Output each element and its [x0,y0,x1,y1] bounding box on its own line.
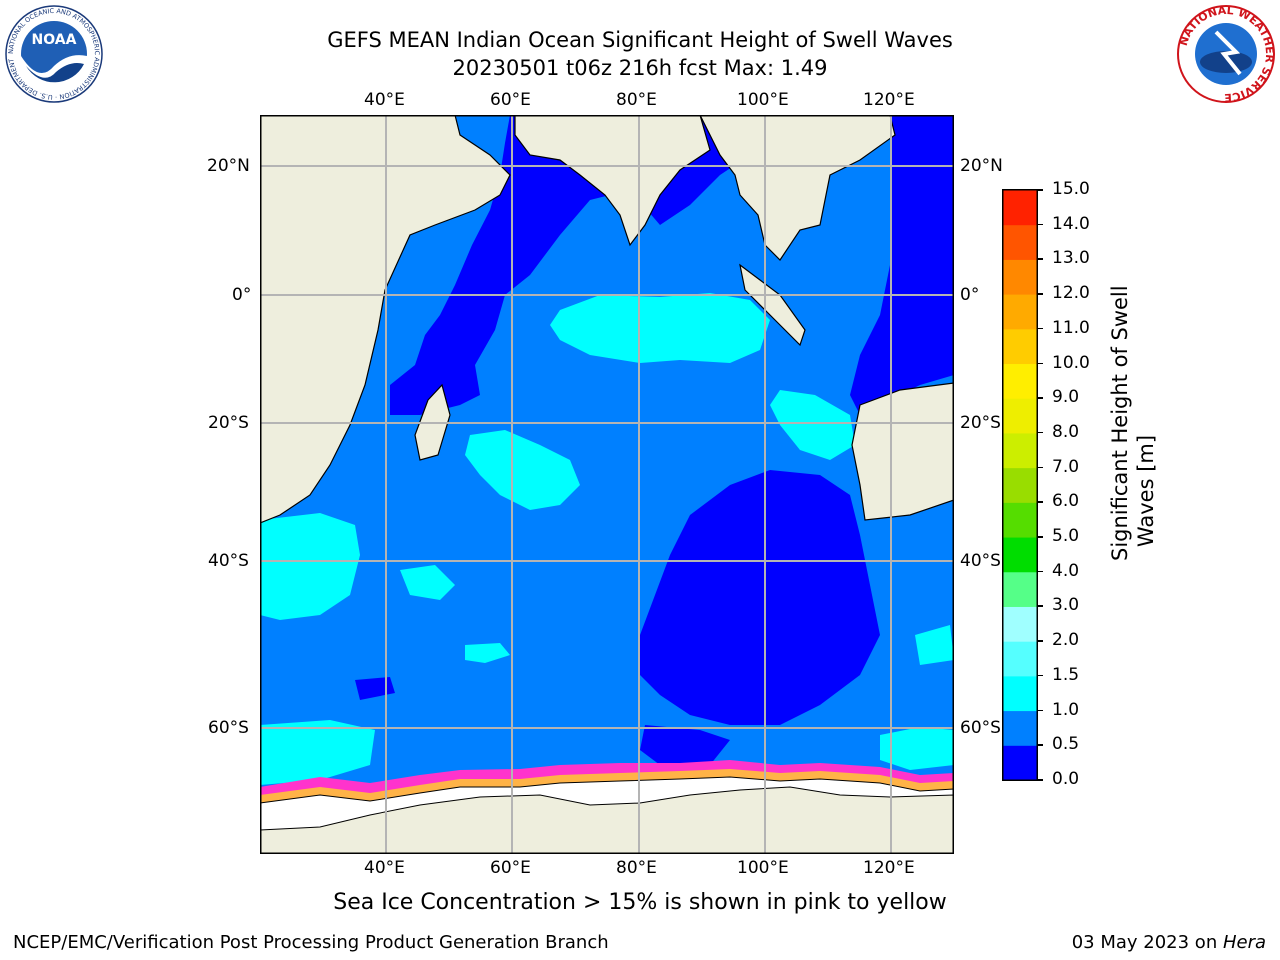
colorbar-title: Significant Height of Swell Waves [m] [1107,285,1159,561]
lat-label-right-0: 0° [960,285,980,305]
colorbar-tick-label: 10.0 [1052,352,1090,373]
colorbar-tick [1037,674,1043,677]
colorbar-tick [1037,709,1043,712]
lon-label-top-80e: 80°E [616,90,657,110]
colorbar-tick [1037,293,1043,295]
footer-date-text: 03 May 2023 on [1071,932,1223,953]
colorbar-tick-label: 1.0 [1052,699,1080,720]
colorbar-segment [1003,259,1037,295]
colorbar-segment [1003,571,1037,607]
colorbar-title-line2: Waves [m] [1134,434,1158,548]
colorbar-tick [1037,640,1043,642]
lon-label-top-60e: 60°E [490,90,531,110]
colorbar-tick-label: 9.0 [1052,387,1080,408]
colorbar-tick-label: 12.0 [1052,283,1090,304]
colorbar-segment [1003,328,1037,365]
lon-label-bottom-120e: 120°E [863,858,915,878]
colorbar-segment [1003,398,1037,434]
colorbar-tick-label: 0.0 [1052,769,1080,789]
colorbar-tick [1037,397,1043,399]
lat-label-right-60s: 60°S [960,718,1001,738]
colorbar-tick [1037,327,1043,330]
map-grid [260,115,954,854]
colorbar-segment [1003,467,1037,503]
colorbar-tick-label: 15.0 [1052,179,1090,199]
colorbar-segment [1003,190,1037,226]
colorbar-segment [1003,294,1037,330]
footer-credit: NCEP/EMC/Verification Post Processing Pr… [13,932,609,953]
lon-label-bottom-40e: 40°E [364,858,405,878]
colorbar-tick [1037,570,1043,573]
colorbar-tick-label: 1.5 [1052,664,1080,685]
antarctica-land [260,786,954,854]
lat-label-left-20n: 20°N [207,156,250,176]
lon-label-top-100e: 100°E [737,90,789,110]
chart-title: GEFS MEAN Indian Ocean Significant Heigh… [327,28,953,52]
nws-logo: NATIONAL WEATHER SERVICE [1177,4,1276,104]
noaa-logo: NATIONAL OCEANIC AND ATMOSPHERIC ADMINIS… [4,4,103,103]
colorbar-segment [1003,537,1037,573]
lon-label-bottom-100e: 100°E [737,858,789,878]
colorbar-tick [1037,362,1043,365]
colorbar-frame [1002,189,1038,781]
colorbar-tick [1037,431,1043,434]
chart-subtitle: 20230501 t06z 216h fcst Max: 1.49 [452,56,828,80]
colorbar-tick-label: 3.0 [1052,595,1080,616]
svg-text:NOAA: NOAA [32,32,77,48]
colorbar-segment [1003,710,1037,746]
colorbar-segment [1003,363,1037,399]
lat-label-left-20s: 20°S [208,413,249,433]
colorbar-tick-label: 14.0 [1052,213,1090,234]
colorbar-segment [1003,675,1037,712]
colorbar-tick-label: 13.0 [1052,248,1090,269]
colorbar-tick-label: 0.5 [1052,734,1080,755]
colorbar-title-line1: Significant Height of Swell [1108,285,1132,561]
lat-label-left-60s: 60°S [208,718,249,738]
footer-date: 03 May 2023 on Hera [1072,932,1266,953]
lon-label-bottom-60e: 60°E [490,858,531,878]
colorbar-tick [1037,779,1043,781]
colorbar-tick [1037,223,1043,226]
lon-label-top-120e: 120°E [863,90,915,110]
swell-band-1.0-1.5 [260,293,954,785]
land-masses [260,115,954,524]
colorbar-segment [1003,432,1037,469]
colorbar-tick-label: 6.0 [1052,491,1080,512]
colorbar-tick [1037,501,1043,503]
lon-label-top-40e: 40°E [364,90,405,110]
colorbar [1002,189,1038,781]
lat-label-right-20s: 20°S [960,413,1001,433]
colorbar-tick [1037,536,1043,538]
lat-label-right-20n: 20°N [960,156,1003,176]
colorbar-segment [1003,606,1037,642]
colorbar-segment [1003,224,1037,260]
lon-label-bottom-80e: 80°E [616,858,657,878]
colorbar-tick-label: 5.0 [1052,526,1080,547]
lat-label-left-0: 0° [232,285,252,305]
colorbar-tick-label: 8.0 [1052,421,1080,442]
colorbar-segment [1003,502,1037,538]
colorbar-tick [1037,189,1043,191]
footer-host: Hera [1222,932,1266,953]
colorbar-tick-label: 4.0 [1052,560,1080,581]
colorbar-segment [1003,745,1037,781]
colorbar-tick [1037,258,1043,260]
colorbar-tick [1037,744,1043,746]
colorbar-tick-label: 11.0 [1052,317,1090,338]
lat-label-right-40s: 40°S [960,551,1001,571]
colorbar-tick-label: 7.0 [1052,456,1080,477]
map-plot [260,115,954,854]
colorbar-tick [1037,605,1043,607]
sea-ice-caption: Sea Ice Concentration > 15% is shown in … [333,890,947,915]
colorbar-tick-label: 2.0 [1052,630,1080,651]
lat-label-left-40s: 40°S [208,551,249,571]
colorbar-tick [1037,466,1043,469]
map-frame [260,115,954,854]
colorbar-segment [1003,641,1037,677]
